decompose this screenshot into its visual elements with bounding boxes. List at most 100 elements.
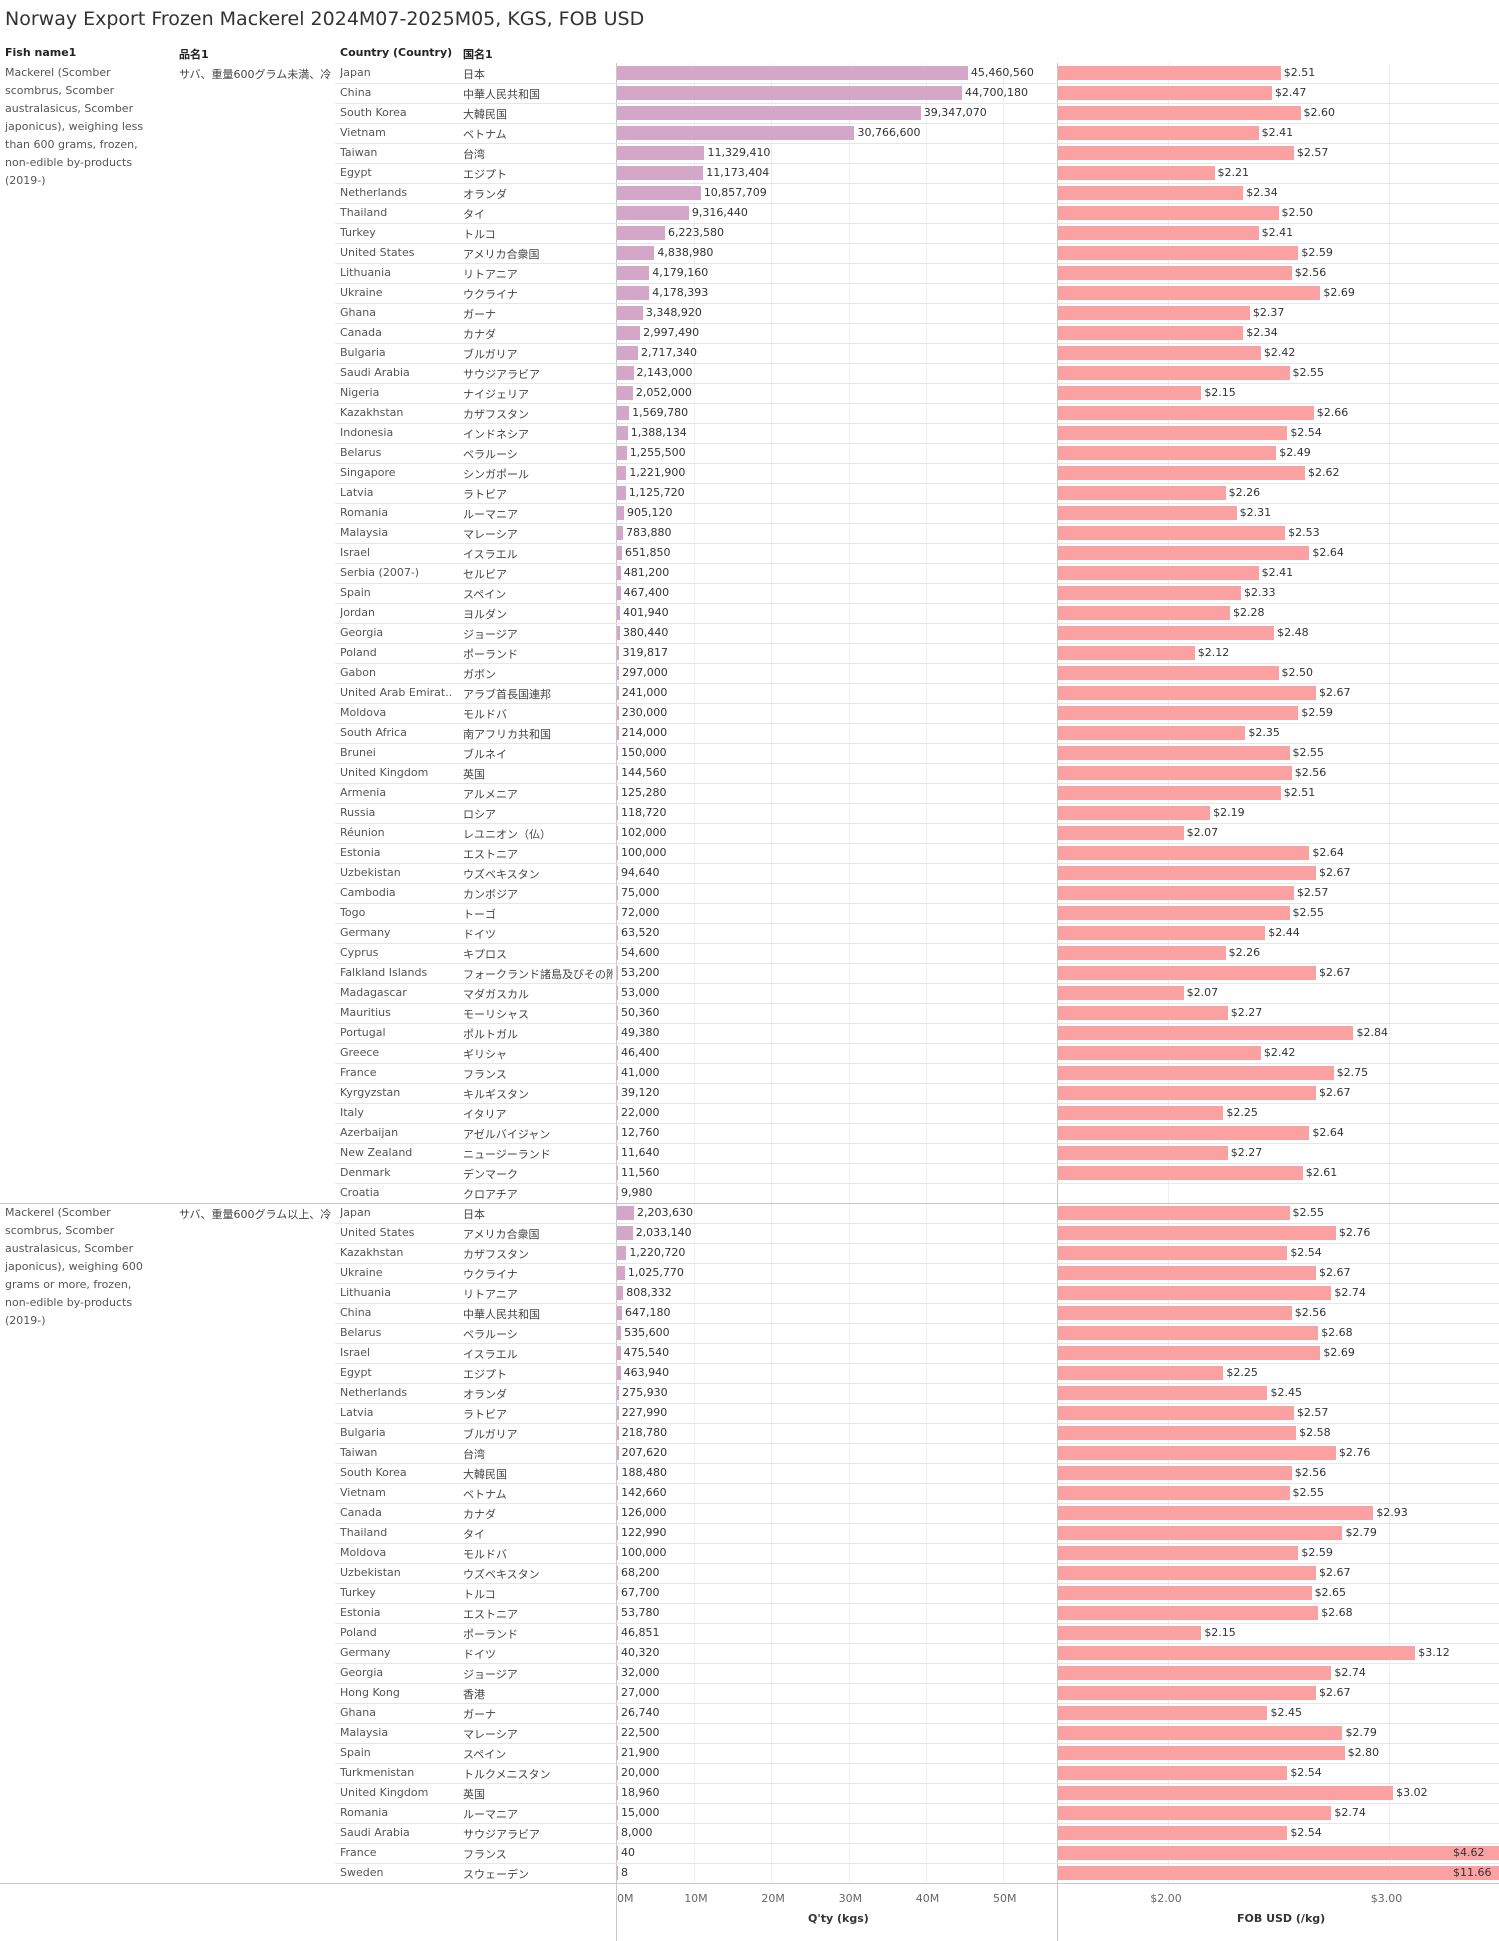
row-divider — [335, 1003, 1499, 1004]
country-label: Lithuania — [340, 266, 391, 279]
country-label: Germany — [340, 1646, 391, 1659]
fob-bar — [1058, 1606, 1319, 1620]
country-label: Ghana — [340, 306, 376, 319]
qty-bar — [617, 666, 620, 680]
country-label: Romania — [340, 1806, 389, 1819]
row-divider — [335, 843, 1499, 844]
qty-gridline — [848, 63, 850, 1883]
kokumei-label: マレーシア — [463, 1728, 518, 1741]
country-label: Brunei — [340, 746, 376, 759]
qty-value-label: 227,990 — [621, 1406, 668, 1419]
row-divider — [335, 1123, 1499, 1124]
qty-bar — [617, 1586, 618, 1600]
header-fish-name: Fish name1 — [5, 46, 77, 59]
kokumei-label: イスラエル — [463, 1348, 518, 1361]
fish-name: Mackerel (Scomber scombrus, Scomber aust… — [5, 66, 144, 187]
kokumei-label: 日本 — [463, 1208, 485, 1221]
fob-bar — [1058, 1326, 1319, 1340]
row-divider — [335, 1543, 1499, 1544]
fob-value-label: $2.76 — [1338, 1446, 1371, 1459]
country-label: Japan — [340, 66, 371, 79]
row-divider — [335, 563, 1499, 564]
qty-bar — [617, 766, 619, 780]
row-divider — [335, 1383, 1499, 1384]
kokumei-label: ガーナ — [463, 1708, 496, 1721]
fob-value-label: $2.79 — [1345, 1726, 1377, 1739]
fob-bar — [1058, 966, 1316, 980]
kokumei-label: ウクライナ — [463, 288, 518, 301]
row-divider — [335, 1043, 1499, 1044]
fob-bar — [1058, 1206, 1290, 1220]
row-divider — [335, 1583, 1499, 1584]
qty-bar — [617, 1626, 618, 1640]
country-label: United States — [340, 246, 415, 259]
qty-bar — [617, 486, 626, 500]
fob-value-label: $2.25 — [1226, 1106, 1258, 1119]
qty-value-label: 54,600 — [621, 946, 660, 959]
kokumei-label: カンボジア — [463, 888, 518, 901]
country-label: Germany — [340, 926, 391, 939]
fob-bar — [1058, 546, 1310, 560]
qty-value-label: 53,000 — [621, 986, 660, 999]
kokumei-label: アゼルバイジャン — [463, 1128, 551, 1141]
fob-bar — [1058, 1226, 1336, 1240]
qty-bar — [617, 246, 655, 260]
kokumei-label: 英国 — [463, 768, 485, 781]
fob-value-label: $2.64 — [1312, 1126, 1344, 1139]
fob-value-label: $2.54 — [1290, 1246, 1322, 1259]
country-label: United Arab Emirat.. — [340, 686, 453, 699]
qty-value-label: 22,500 — [621, 1726, 660, 1739]
qty-gridline — [1002, 63, 1004, 1883]
qty-value-label: 535,600 — [624, 1326, 670, 1339]
country-label: Cyprus — [340, 946, 379, 959]
fob-value-label: $2.74 — [1334, 1806, 1366, 1819]
fob-bar — [1058, 366, 1290, 380]
fob-bar — [1058, 226, 1259, 240]
fob-value-label: $3.12 — [1418, 1646, 1450, 1659]
fob-value-label: $2.56 — [1294, 1306, 1327, 1319]
qty-value-label: 122,990 — [621, 1526, 667, 1539]
fob-bar — [1058, 166, 1215, 180]
fob-bar — [1058, 186, 1244, 200]
fob-bar — [1058, 486, 1226, 500]
qty-bar — [617, 1746, 618, 1760]
row-divider — [335, 963, 1499, 964]
kokumei-label: アルメニア — [463, 788, 518, 801]
row-divider — [335, 1703, 1499, 1704]
fob-bar — [1058, 1486, 1290, 1500]
qty-bar — [617, 346, 638, 360]
qty-bar — [617, 386, 633, 400]
fob-bar — [1058, 1726, 1343, 1740]
qty-bar — [617, 826, 618, 840]
fob-bar — [1058, 1406, 1294, 1420]
kokumei-label: 大韓民国 — [463, 108, 507, 121]
fob-bar — [1058, 646, 1195, 660]
fob-bar — [1058, 1806, 1332, 1820]
fob-bar — [1058, 1246, 1288, 1260]
kokumei-label: ポーランド — [463, 1628, 518, 1641]
kokumei-label: ジョージア — [463, 628, 518, 641]
fob-bar — [1058, 826, 1184, 840]
kokumei-label: ラトビア — [463, 1408, 507, 1421]
fob-value-label: $2.64 — [1312, 546, 1344, 559]
qty-value-label: 188,480 — [621, 1466, 667, 1479]
row-divider — [335, 823, 1499, 824]
fob-value-label: $2.55 — [1292, 906, 1325, 919]
row-divider — [335, 463, 1499, 464]
qty-value-label: 808,332 — [626, 1286, 672, 1299]
qty-value-label: 144,560 — [621, 766, 667, 779]
fob-bar — [1058, 1426, 1297, 1440]
kokumei-label: 日本 — [463, 68, 485, 81]
fob-bar — [1058, 1666, 1332, 1680]
row-divider — [335, 1743, 1499, 1744]
qty-gridline — [771, 63, 773, 1883]
row-divider — [335, 483, 1499, 484]
qty-value-label: 4,178,393 — [652, 286, 709, 299]
row-divider — [335, 723, 1499, 724]
qty-value-label: 53,200 — [621, 966, 660, 979]
qty-value-label: 4,179,160 — [652, 266, 709, 279]
row-divider — [335, 1783, 1499, 1784]
fob-value-label: $2.41 — [1261, 126, 1294, 139]
country-label: Egypt — [340, 166, 372, 179]
